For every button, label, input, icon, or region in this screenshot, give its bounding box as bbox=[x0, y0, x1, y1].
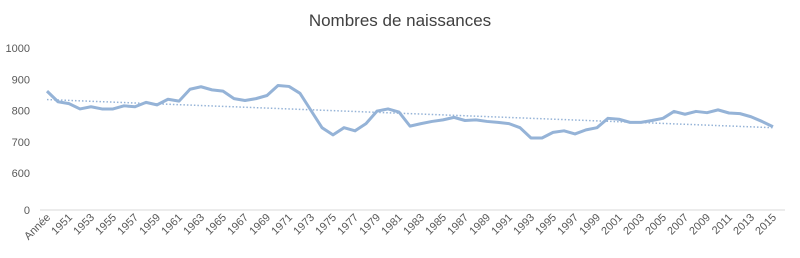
x-tick-label: 1991 bbox=[489, 212, 515, 238]
x-tick-label: 1963 bbox=[181, 212, 207, 238]
y-tick-label: 1000 bbox=[6, 43, 30, 55]
x-tick-label: 1985 bbox=[423, 212, 449, 238]
x-tick-label: 1971 bbox=[269, 212, 295, 238]
x-tick-label: 2011 bbox=[710, 212, 735, 237]
x-tick-label: 2015 bbox=[753, 212, 779, 238]
x-tick-label: 1995 bbox=[533, 212, 559, 238]
x-tick-label: 1957 bbox=[115, 212, 141, 238]
x-tick-label: 1953 bbox=[71, 212, 97, 238]
trendline bbox=[46, 98, 774, 129]
x-tick-label: 2001 bbox=[599, 212, 625, 238]
x-tick-label: 1959 bbox=[137, 212, 163, 238]
series-line bbox=[45, 84, 774, 140]
x-tick-label: 2005 bbox=[643, 212, 669, 238]
x-tick-label: 2007 bbox=[665, 212, 691, 238]
x-tick-label: 1987 bbox=[445, 212, 471, 238]
x-tick-label: 1967 bbox=[225, 212, 251, 238]
x-tick-label: 1961 bbox=[159, 212, 185, 238]
x-tick-label: 2013 bbox=[731, 212, 757, 238]
x-tick-label: 1973 bbox=[291, 212, 317, 238]
x-tick-label: 2009 bbox=[687, 212, 713, 238]
x-tick-label: 1977 bbox=[335, 212, 361, 238]
x-tick-label: 1965 bbox=[203, 212, 229, 238]
x-tick-label: 1951 bbox=[49, 212, 75, 238]
y-tick-label: 800 bbox=[12, 106, 30, 118]
x-tick-label: 1955 bbox=[93, 212, 119, 238]
y-tick-label: 600 bbox=[12, 168, 30, 180]
x-tick-label: 1993 bbox=[511, 212, 537, 238]
x-tick-label: 1989 bbox=[467, 212, 493, 238]
y-tick-label: 700 bbox=[12, 137, 30, 149]
x-tick-label: 1979 bbox=[357, 212, 383, 238]
y-tick-label: 0 bbox=[24, 205, 30, 217]
x-tick-label: 1981 bbox=[379, 212, 405, 238]
chart-title: Nombres de naissances bbox=[309, 11, 491, 30]
x-tick-label: 2003 bbox=[621, 212, 647, 238]
x-tick-label: 1975 bbox=[313, 212, 339, 238]
x-tick-label: 1969 bbox=[247, 212, 273, 238]
x-tick-label: 1983 bbox=[401, 212, 427, 238]
y-tick-label: 900 bbox=[12, 74, 30, 86]
x-tick-label: 1999 bbox=[577, 212, 603, 238]
x-tick-label: 1997 bbox=[555, 212, 581, 238]
